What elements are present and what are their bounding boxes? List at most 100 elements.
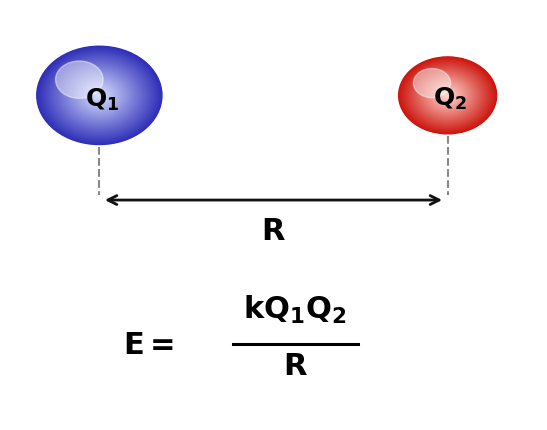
Circle shape — [56, 61, 143, 130]
Circle shape — [59, 64, 140, 127]
Circle shape — [412, 68, 483, 123]
Circle shape — [70, 72, 129, 118]
Circle shape — [82, 81, 117, 109]
Circle shape — [403, 60, 492, 131]
Circle shape — [418, 72, 477, 118]
Circle shape — [97, 94, 101, 97]
Circle shape — [406, 63, 489, 128]
Circle shape — [41, 49, 158, 141]
Circle shape — [79, 80, 119, 111]
Circle shape — [444, 92, 452, 98]
Circle shape — [44, 52, 155, 139]
Circle shape — [437, 87, 458, 104]
Circle shape — [409, 64, 487, 126]
Circle shape — [40, 49, 159, 142]
Circle shape — [68, 71, 131, 120]
Circle shape — [445, 93, 450, 97]
Circle shape — [405, 62, 490, 129]
Circle shape — [56, 62, 142, 129]
Circle shape — [399, 58, 496, 133]
Circle shape — [440, 89, 455, 101]
Circle shape — [92, 89, 107, 101]
Circle shape — [42, 50, 157, 141]
Circle shape — [64, 68, 135, 123]
Circle shape — [73, 75, 125, 116]
Circle shape — [428, 80, 467, 111]
Circle shape — [93, 90, 106, 100]
Circle shape — [430, 82, 465, 109]
Text: $\mathbf{R}$: $\mathbf{R}$ — [283, 352, 307, 381]
Circle shape — [404, 61, 492, 130]
Circle shape — [49, 56, 149, 135]
Circle shape — [57, 63, 141, 128]
Circle shape — [98, 95, 101, 96]
Circle shape — [55, 60, 144, 131]
Circle shape — [74, 76, 124, 115]
Circle shape — [416, 71, 480, 120]
Circle shape — [71, 73, 127, 117]
Circle shape — [410, 66, 485, 125]
Circle shape — [441, 90, 454, 101]
Circle shape — [37, 46, 162, 144]
Circle shape — [38, 47, 161, 144]
Circle shape — [432, 83, 463, 108]
Circle shape — [414, 69, 481, 122]
Circle shape — [39, 48, 160, 143]
Circle shape — [427, 79, 469, 112]
Circle shape — [83, 82, 116, 108]
Circle shape — [430, 81, 465, 110]
Circle shape — [80, 81, 118, 110]
Circle shape — [411, 67, 485, 124]
Circle shape — [422, 76, 473, 115]
Circle shape — [86, 85, 113, 106]
Circle shape — [78, 78, 121, 113]
Circle shape — [87, 86, 112, 105]
Circle shape — [75, 77, 123, 114]
Circle shape — [407, 63, 488, 127]
Circle shape — [54, 59, 146, 132]
Circle shape — [63, 67, 136, 124]
Text: $\mathbf{Q_1}$: $\mathbf{Q_1}$ — [85, 86, 119, 113]
Circle shape — [427, 80, 468, 111]
Circle shape — [414, 68, 451, 98]
Circle shape — [424, 77, 472, 114]
Circle shape — [434, 84, 462, 106]
Circle shape — [434, 85, 461, 106]
Circle shape — [409, 65, 486, 126]
Circle shape — [436, 86, 459, 104]
Circle shape — [442, 91, 453, 100]
Circle shape — [78, 79, 120, 112]
Circle shape — [423, 76, 472, 115]
Circle shape — [421, 74, 475, 117]
Circle shape — [400, 58, 495, 132]
Circle shape — [65, 68, 134, 123]
Circle shape — [433, 84, 462, 107]
Circle shape — [56, 61, 103, 98]
Circle shape — [432, 83, 464, 108]
Circle shape — [77, 77, 123, 114]
Circle shape — [417, 71, 479, 120]
Circle shape — [417, 72, 478, 119]
Circle shape — [51, 58, 147, 133]
Circle shape — [48, 55, 150, 135]
Circle shape — [447, 95, 449, 96]
Circle shape — [67, 70, 132, 121]
Circle shape — [66, 69, 133, 122]
Circle shape — [91, 89, 108, 102]
Circle shape — [85, 84, 114, 107]
Circle shape — [95, 92, 103, 98]
Circle shape — [439, 88, 457, 102]
Circle shape — [62, 66, 137, 125]
Text: $\mathbf{kQ_1Q_2}$: $\mathbf{kQ_1Q_2}$ — [243, 294, 347, 326]
Circle shape — [412, 67, 484, 123]
Circle shape — [399, 57, 497, 134]
Circle shape — [402, 59, 493, 131]
Circle shape — [72, 74, 126, 117]
Circle shape — [419, 73, 476, 118]
Circle shape — [50, 57, 148, 134]
Circle shape — [422, 75, 474, 116]
Circle shape — [89, 87, 110, 104]
Circle shape — [53, 58, 146, 132]
Circle shape — [438, 88, 457, 103]
Circle shape — [94, 91, 104, 99]
